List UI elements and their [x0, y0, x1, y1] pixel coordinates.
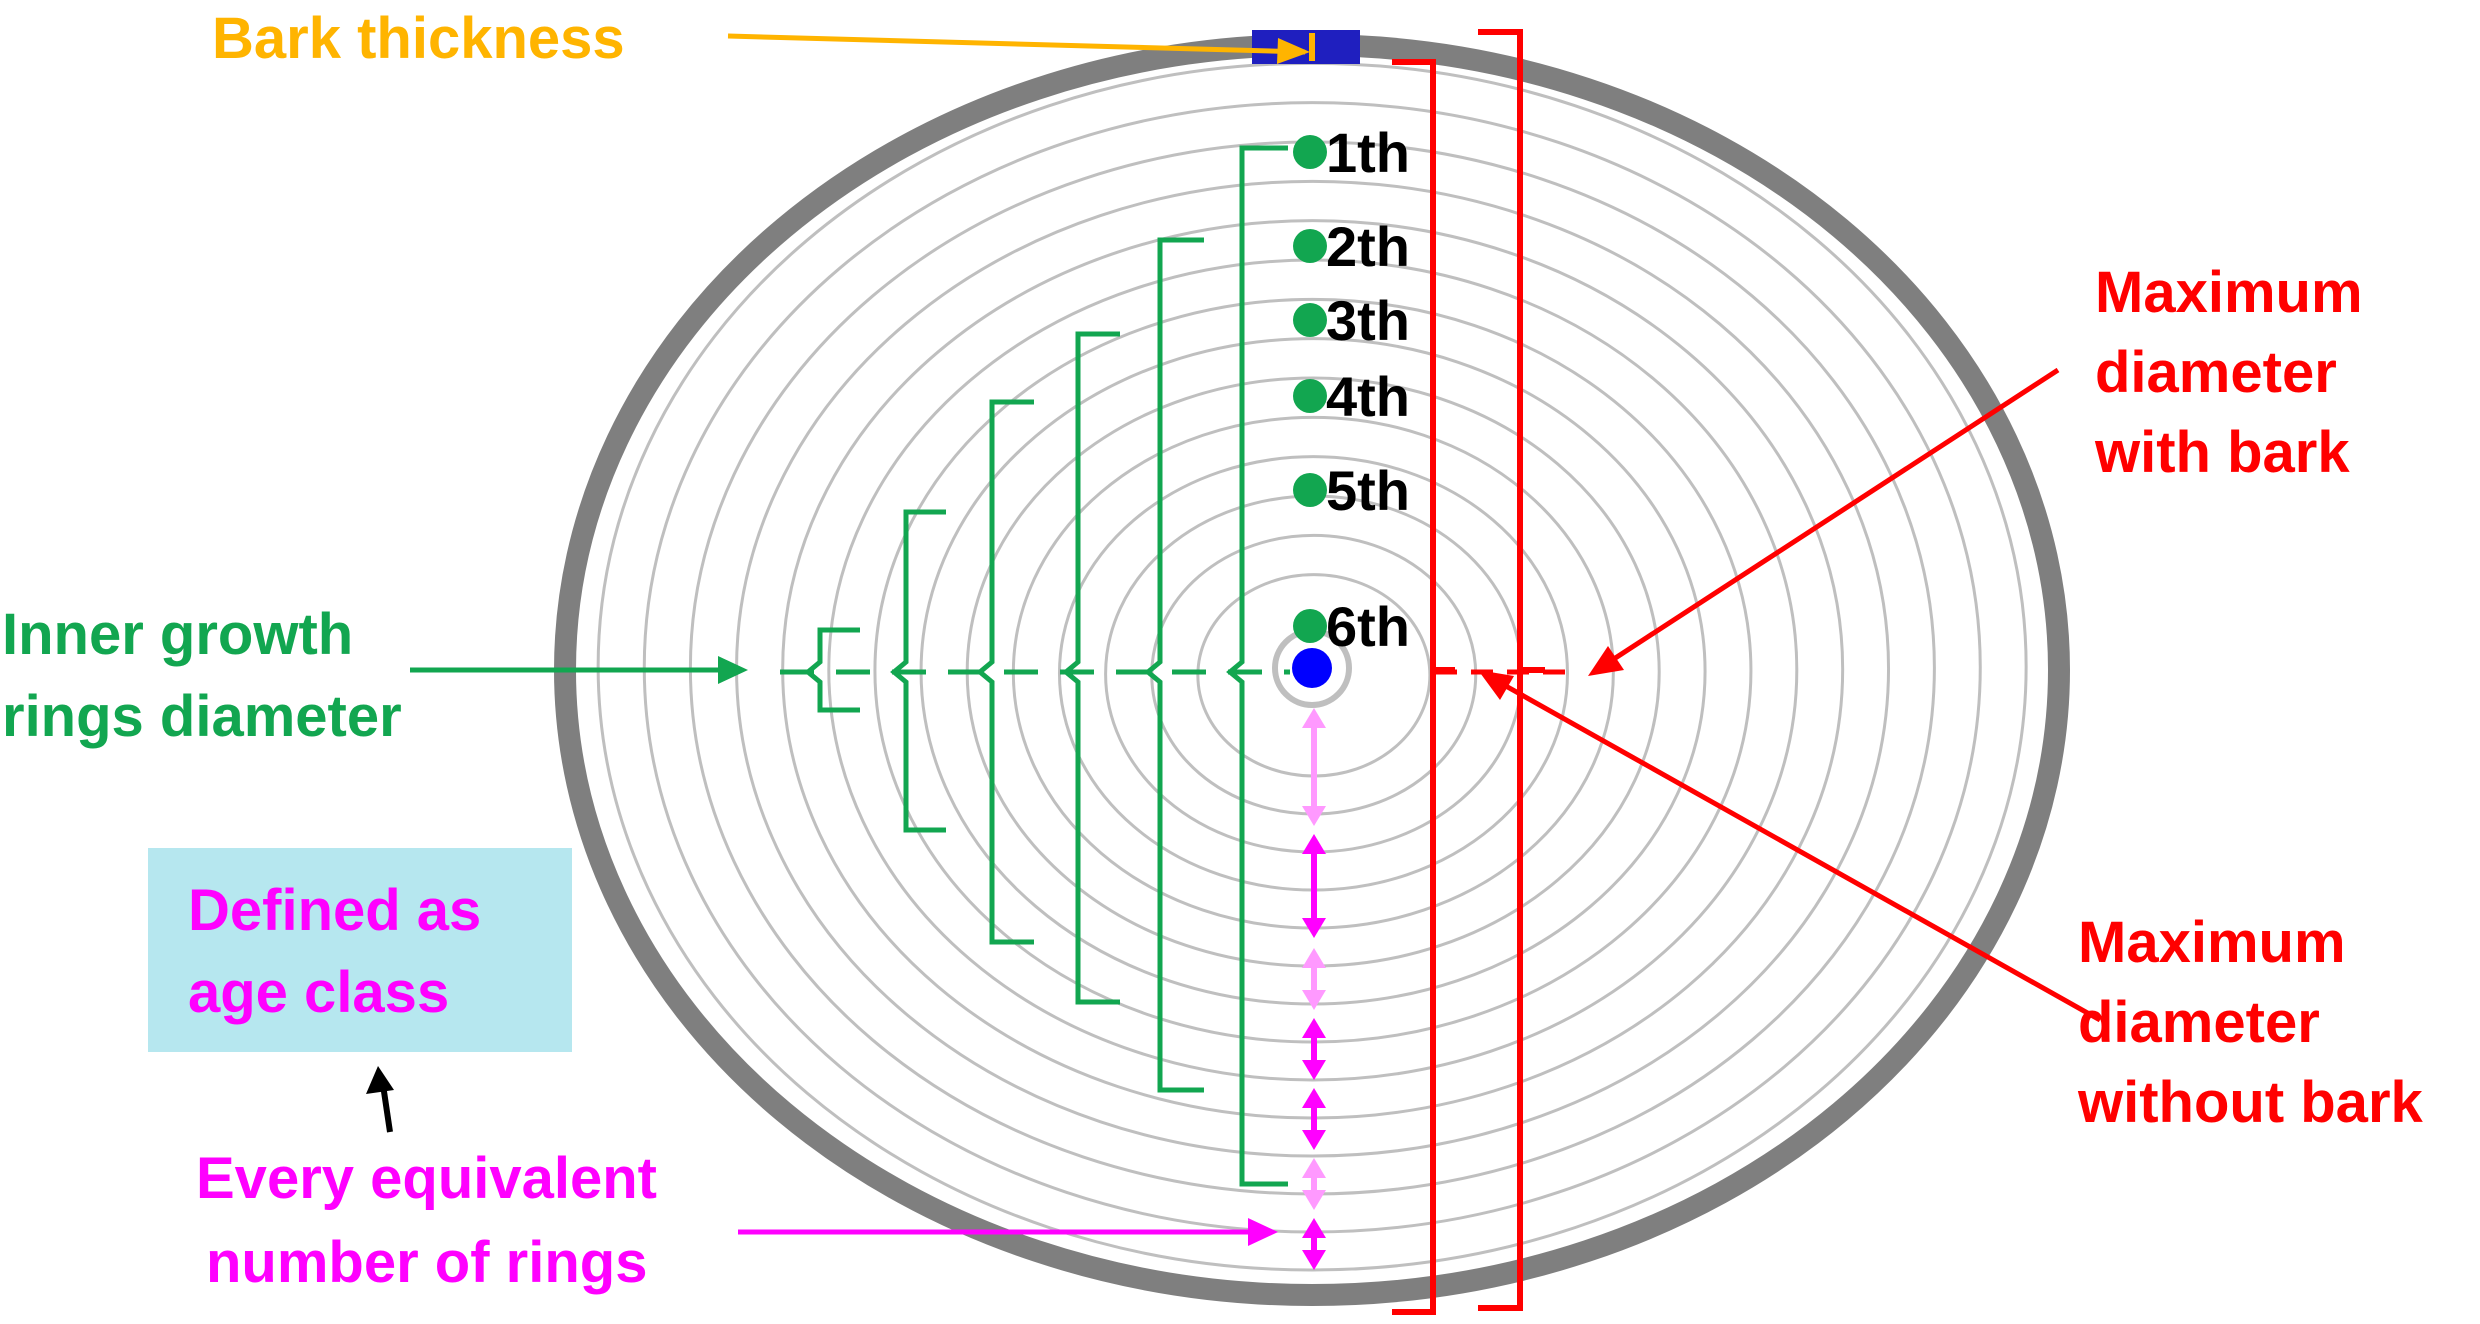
ring-interval-arrowhead	[1302, 1218, 1326, 1238]
max-without-bark-label-line2: diameter	[2078, 990, 2320, 1055]
ring-interval-arrowhead	[1302, 990, 1326, 1010]
ring-marker-dot	[1293, 303, 1327, 337]
inner-rings-label-line2: rings diameter	[2, 684, 402, 749]
ring-marker-label: 3th	[1326, 289, 1410, 352]
equivalent-ring-arrows	[1302, 708, 1326, 1270]
ring-interval-arrowhead	[1302, 1130, 1326, 1150]
with-bark-arrowhead	[1588, 646, 1624, 676]
ring-interval-arrowhead	[1302, 1088, 1326, 1108]
bark-thickness-arrow	[727, 33, 1306, 55]
ring-interval-arrowhead	[1302, 1060, 1326, 1080]
without-bark-arrowhead	[1478, 670, 1514, 700]
bark-thickness-arrowhead	[1277, 38, 1310, 64]
max-with-bark-label-line2: diameter	[2095, 340, 2337, 405]
ring-marker-label: 4th	[1326, 365, 1410, 428]
ring-interval-arrowhead	[1302, 1018, 1326, 1038]
ring-marker-label: 2th	[1326, 215, 1410, 278]
age-class-box	[148, 848, 572, 1052]
ring-marker-dot	[1293, 379, 1327, 413]
ring-interval-arrowhead	[1302, 1190, 1326, 1210]
ring-marker-label: 6th	[1326, 595, 1410, 658]
max-with-bark-label-line3: with bark	[2094, 420, 2350, 485]
ring-interval-arrowhead	[1302, 1250, 1326, 1270]
ring-marker-dot	[1293, 473, 1327, 507]
ring-marker-dot	[1293, 135, 1327, 169]
max-without-bark-label-line3: without bark	[2077, 1070, 2424, 1135]
bark-thickness-label: Bark thickness	[212, 6, 625, 71]
inner-rings-arrowhead	[718, 656, 748, 684]
pith-dot	[1292, 648, 1332, 688]
max-without-bark-label-line1: Maximum	[2078, 910, 2346, 975]
ring-interval-arrowhead	[1302, 918, 1326, 938]
ring-marker-labels: 1th 2th 3th 4th 5th 6th	[1326, 121, 1410, 658]
age-class-label-line1: Defined as	[188, 878, 481, 943]
ring-marker-label: 1th	[1326, 121, 1410, 184]
age-class-label-line2: age class	[188, 960, 449, 1025]
ring-marker-dots	[1293, 135, 1327, 643]
inner-rings-label-line1: Inner growth	[2, 602, 353, 667]
max-with-bark-label-line1: Maximum	[2095, 260, 2363, 325]
ring-marker-dot	[1293, 609, 1327, 643]
equivalent-rings-label-line2: number of rings	[206, 1230, 647, 1295]
ring-interval-arrowhead	[1302, 1158, 1326, 1178]
ring-interval-arrowhead	[1302, 948, 1326, 968]
ring-interval-arrowhead	[1302, 806, 1326, 826]
equivalent-rings-label-line1: Every equivalent	[196, 1146, 657, 1211]
ring-interval-arrowhead	[1302, 834, 1326, 854]
ring-marker-dot	[1293, 229, 1327, 263]
ring-marker-label: 5th	[1326, 459, 1410, 522]
without-bark-arrow	[1486, 673, 2102, 1023]
equivalent-rings-arrowhead	[1248, 1218, 1278, 1246]
with-bark-arrow	[1598, 367, 2060, 671]
bark-thickness-marker	[1252, 30, 1360, 64]
ring-interval-arrowhead	[1302, 708, 1326, 728]
age-class-arrowhead	[366, 1066, 394, 1094]
